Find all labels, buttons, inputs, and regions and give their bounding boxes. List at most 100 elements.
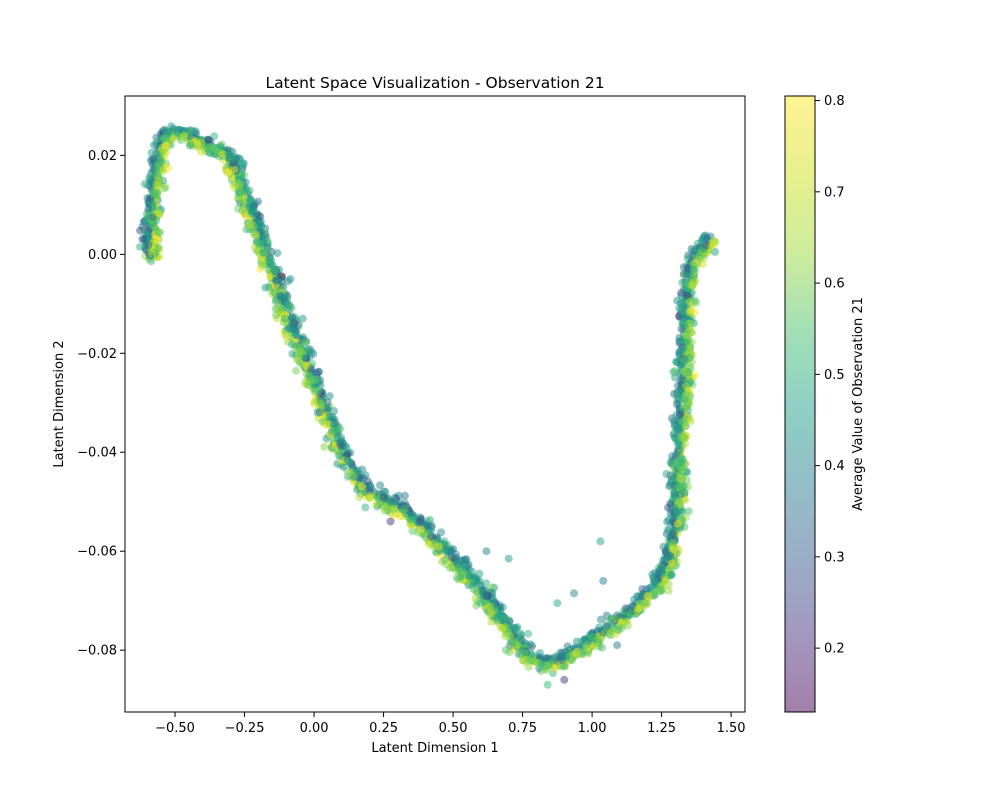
data-point (156, 158, 165, 167)
data-point (688, 281, 697, 290)
data-point (482, 547, 491, 556)
data-point (462, 555, 471, 564)
data-point (307, 365, 316, 374)
data-point (668, 545, 677, 554)
data-point (149, 154, 158, 163)
data-point (666, 570, 675, 579)
colorbar-label: Average Value of Observation 21 (851, 297, 866, 511)
data-point (287, 313, 296, 322)
data-point (246, 195, 255, 204)
data-point (204, 135, 213, 144)
data-point (343, 455, 352, 464)
data-point (599, 576, 608, 585)
data-point (144, 240, 153, 249)
data-point (502, 615, 511, 624)
data-point (506, 623, 515, 632)
data-point (537, 660, 546, 669)
data-point (677, 288, 686, 297)
data-point (678, 319, 687, 328)
data-point (666, 551, 674, 560)
data-point (700, 253, 709, 261)
data-point (192, 130, 201, 138)
data-point (440, 537, 449, 546)
data-point (234, 204, 243, 213)
data-point (572, 650, 581, 659)
data-point (229, 159, 238, 168)
data-point (682, 382, 691, 391)
data-point (691, 371, 699, 380)
data-point (682, 331, 691, 340)
data-point (280, 314, 289, 323)
data-point (672, 411, 681, 420)
data-point (169, 124, 178, 133)
data-point (315, 408, 324, 417)
data-point (670, 490, 679, 499)
data-point (150, 190, 159, 199)
data-point (323, 404, 332, 413)
data-point (358, 465, 367, 474)
data-point (678, 308, 687, 317)
data-point (380, 487, 389, 496)
data-point (679, 356, 688, 365)
data-point (626, 610, 635, 619)
x-tick-label: 0.50 (439, 721, 468, 736)
data-point (288, 349, 297, 358)
data-point (330, 420, 339, 429)
data-point (361, 503, 370, 512)
x-tick-label: 0.00 (300, 721, 329, 736)
data-point (300, 347, 309, 356)
data-point (242, 187, 251, 196)
data-point (273, 276, 282, 285)
data-point (288, 340, 296, 349)
data-point (357, 482, 366, 491)
x-tick-label: 1.50 (717, 721, 746, 736)
data-point (521, 648, 530, 657)
data-point (262, 233, 270, 242)
data-point (572, 637, 581, 646)
data-point (682, 337, 691, 346)
data-point (416, 516, 424, 525)
data-point (236, 188, 245, 197)
data-point (203, 144, 212, 153)
data-point (623, 617, 631, 626)
data-point (298, 314, 307, 323)
data-point (454, 575, 463, 584)
data-point (688, 251, 697, 260)
data-point (292, 366, 300, 375)
data-point (147, 247, 156, 255)
data-point (153, 236, 162, 245)
data-point (255, 239, 264, 248)
x-axis-ticks: −0.50 −0.25 0.00 0.25 0.50 0.75 1.00 1.25 1.50 (155, 712, 746, 736)
data-point (686, 416, 695, 425)
data-point (248, 221, 257, 230)
data-point (285, 301, 294, 310)
data-point (317, 400, 326, 409)
data-point (336, 425, 344, 433)
data-point (256, 212, 265, 221)
x-tick-label: 0.75 (508, 721, 537, 736)
data-point (258, 261, 267, 270)
data-point (154, 176, 163, 185)
data-point (325, 412, 334, 421)
data-point (557, 655, 566, 664)
data-point (543, 680, 552, 689)
colorbar-tick-label: 0.2 (824, 642, 845, 657)
data-point (389, 504, 398, 513)
data-point (643, 592, 652, 601)
data-point (527, 649, 536, 658)
data-point (156, 228, 164, 237)
data-point (416, 525, 425, 534)
colorbar-tick-label: 0.7 (824, 185, 845, 200)
data-point (488, 583, 497, 592)
data-point (524, 656, 533, 665)
data-point (325, 392, 334, 401)
data-point (508, 639, 517, 648)
y-tick-label: −0.02 (77, 347, 117, 362)
data-point (434, 542, 443, 551)
data-point (516, 635, 525, 644)
data-point (699, 244, 708, 253)
data-point (593, 635, 602, 644)
data-point (230, 165, 239, 174)
colorbar-tick-label: 0.5 (824, 368, 845, 383)
data-point (251, 231, 260, 239)
